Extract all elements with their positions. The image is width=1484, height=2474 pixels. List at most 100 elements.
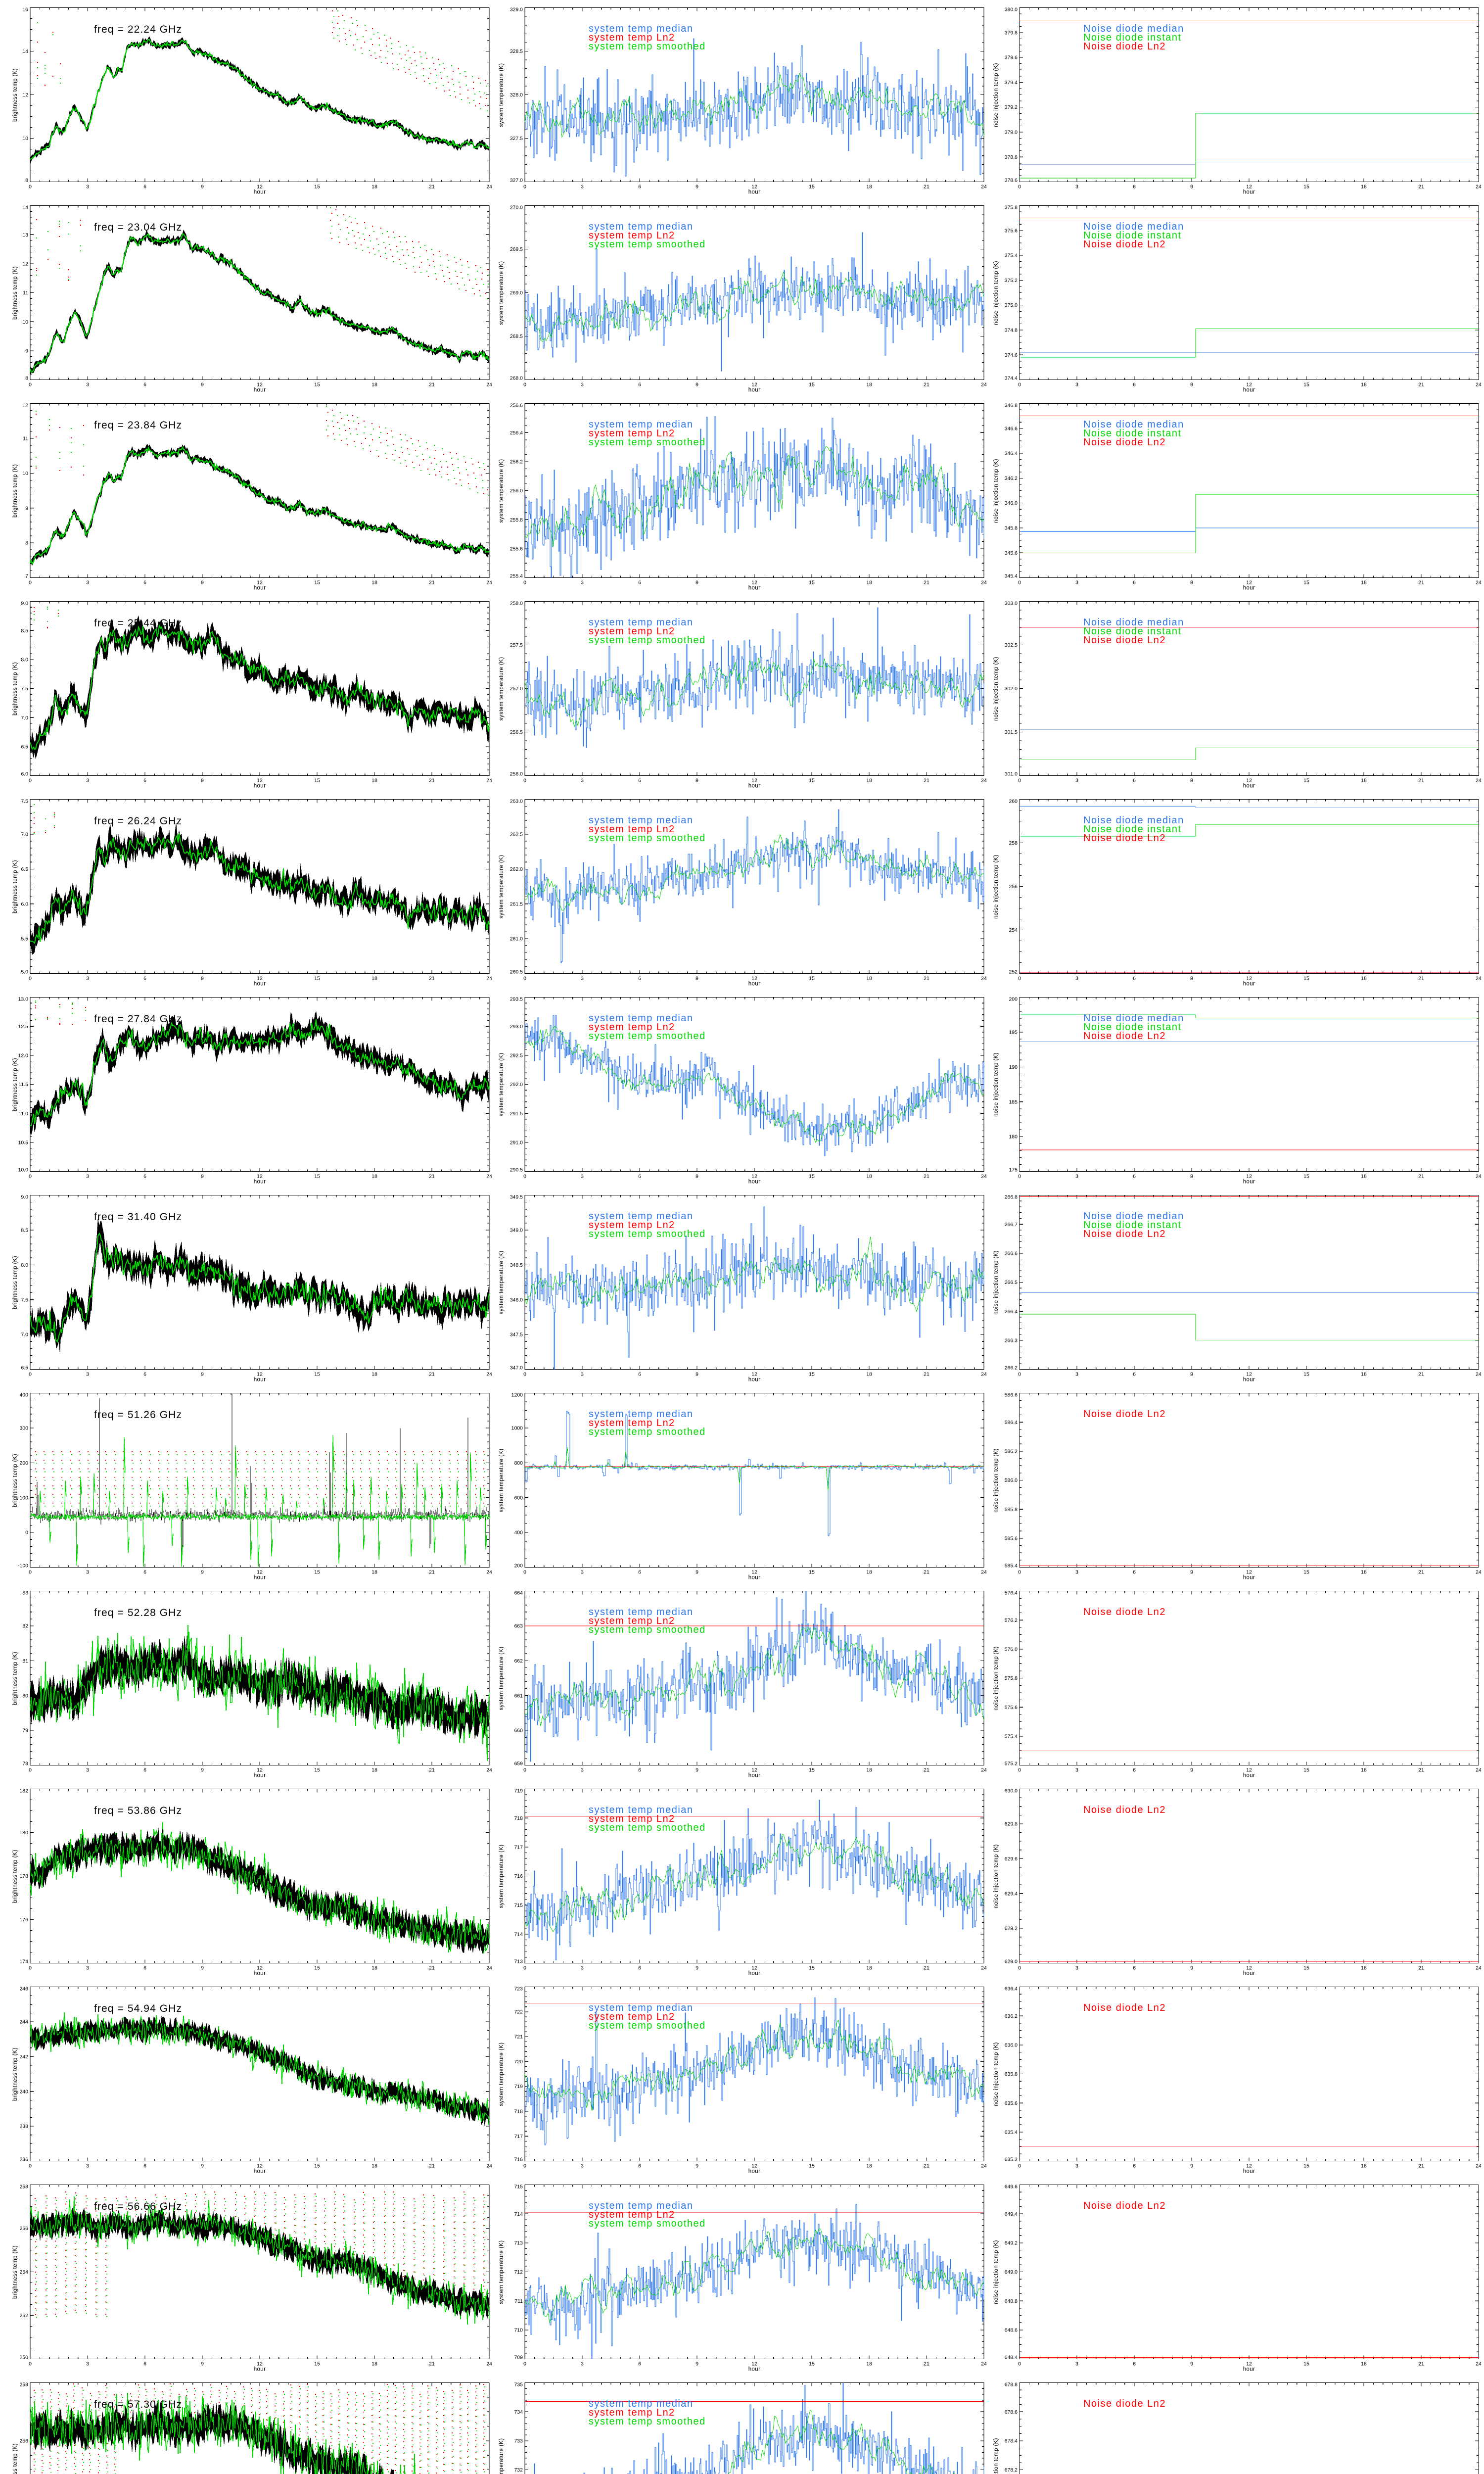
svg-text:636.2: 636.2 [1005, 2013, 1018, 2019]
svg-text:6: 6 [1133, 184, 1136, 190]
svg-text:15: 15 [314, 1767, 320, 1773]
svg-text:24: 24 [981, 580, 987, 586]
svg-text:6: 6 [1133, 2361, 1136, 2367]
svg-text:254: 254 [1009, 927, 1018, 933]
svg-text:0: 0 [523, 184, 526, 190]
svg-text:3: 3 [1075, 1570, 1078, 1575]
svg-text:3: 3 [86, 1767, 89, 1773]
svg-text:8: 8 [25, 540, 28, 546]
svg-text:system temp Ln2: system temp Ln2 [589, 1616, 675, 1626]
svg-text:629.6: 629.6 [1005, 1856, 1018, 1862]
svg-text:10.0: 10.0 [18, 1167, 29, 1173]
svg-text:9: 9 [25, 505, 28, 511]
svg-text:9: 9 [1190, 2163, 1193, 2169]
svg-text:5.5: 5.5 [21, 936, 28, 942]
svg-text:375.4: 375.4 [1005, 253, 1018, 259]
svg-text:21: 21 [924, 1570, 929, 1575]
svg-text:720: 720 [514, 2059, 523, 2065]
svg-text:24: 24 [1476, 1372, 1482, 1378]
svg-text:718: 718 [514, 1815, 523, 1821]
svg-text:18: 18 [1361, 2163, 1367, 2169]
svg-text:21: 21 [429, 1372, 435, 1378]
svg-text:hour: hour [254, 1773, 266, 1779]
svg-text:6.5: 6.5 [21, 866, 28, 872]
svg-text:Noise diode instant: Noise diode instant [1083, 1220, 1182, 1231]
svg-text:347.0: 347.0 [510, 1365, 523, 1371]
svg-text:256: 256 [19, 2226, 28, 2232]
svg-text:freq = 54.94 GHz: freq = 54.94 GHz [94, 2003, 182, 2014]
svg-text:24: 24 [1476, 1174, 1482, 1180]
svg-text:system temp smoothed: system temp smoothed [589, 2020, 706, 2031]
svg-text:14: 14 [22, 205, 28, 211]
svg-text:268.5: 268.5 [510, 333, 523, 339]
svg-text:12: 12 [1246, 778, 1252, 784]
svg-text:733: 733 [514, 2438, 523, 2444]
svg-text:266.8: 266.8 [1005, 1194, 1018, 1200]
svg-text:noise injection temp (K): noise injection temp (K) [993, 2240, 999, 2304]
svg-text:6: 6 [638, 1174, 641, 1180]
svg-text:9: 9 [696, 184, 698, 190]
svg-text:585.6: 585.6 [1005, 1535, 1018, 1541]
svg-text:Noise diode median: Noise diode median [1083, 419, 1184, 430]
svg-text:345.4: 345.4 [1005, 573, 1018, 579]
svg-text:18: 18 [866, 1372, 872, 1378]
svg-text:0: 0 [29, 580, 32, 586]
svg-text:system temp smoothed: system temp smoothed [589, 437, 706, 448]
svg-text:6: 6 [143, 1965, 146, 1971]
svg-text:292.0: 292.0 [510, 1082, 523, 1088]
svg-text:18: 18 [1361, 1174, 1367, 1180]
svg-text:15: 15 [809, 1767, 815, 1773]
svg-text:328.0: 328.0 [510, 92, 523, 98]
svg-text:6: 6 [1133, 1570, 1136, 1575]
svg-text:15: 15 [314, 382, 320, 388]
svg-text:6: 6 [143, 976, 146, 982]
svg-text:system temp Ln2: system temp Ln2 [589, 824, 675, 835]
svg-text:hour: hour [254, 1971, 266, 1977]
svg-text:200: 200 [19, 1460, 28, 1466]
svg-text:21: 21 [1418, 976, 1424, 982]
svg-text:12: 12 [257, 184, 263, 190]
svg-text:24: 24 [981, 2163, 987, 2169]
svg-text:system temp smoothed: system temp smoothed [589, 635, 706, 646]
svg-text:636.0: 636.0 [1005, 2042, 1018, 2048]
svg-text:0: 0 [523, 778, 526, 784]
svg-text:15: 15 [809, 778, 815, 784]
svg-text:hour: hour [1243, 1971, 1255, 1977]
svg-text:6: 6 [1133, 1767, 1136, 1773]
svg-text:12: 12 [257, 1767, 263, 1773]
svg-text:636.4: 636.4 [1005, 1986, 1018, 1992]
svg-text:brightness temp (K): brightness temp (K) [12, 1652, 18, 1705]
svg-text:661: 661 [514, 1693, 523, 1699]
svg-text:660: 660 [514, 1728, 523, 1734]
svg-text:hour: hour [748, 1179, 761, 1185]
svg-text:9: 9 [201, 2361, 204, 2367]
svg-text:8.5: 8.5 [21, 628, 28, 634]
svg-text:21: 21 [924, 382, 929, 388]
svg-text:3: 3 [581, 778, 584, 784]
svg-text:715: 715 [514, 1903, 523, 1908]
svg-text:21: 21 [429, 1570, 435, 1575]
svg-text:83: 83 [22, 1590, 28, 1596]
svg-text:11: 11 [23, 290, 28, 296]
svg-text:system temp Ln2: system temp Ln2 [589, 32, 675, 43]
svg-text:18: 18 [371, 976, 377, 982]
svg-text:712: 712 [514, 2269, 523, 2275]
svg-text:3: 3 [581, 2361, 584, 2367]
svg-text:24: 24 [981, 1965, 987, 1971]
svg-text:system temp smoothed: system temp smoothed [589, 41, 706, 52]
svg-text:575.8: 575.8 [1005, 1675, 1018, 1681]
svg-text:hour: hour [748, 190, 761, 195]
svg-text:185: 185 [1009, 1099, 1018, 1105]
svg-text:12: 12 [1246, 1965, 1252, 1971]
svg-text:9: 9 [696, 2361, 698, 2367]
svg-text:266.6: 266.6 [1005, 1250, 1018, 1256]
svg-text:12: 12 [1246, 976, 1252, 982]
svg-text:brightness temp (K): brightness temp (K) [12, 266, 18, 320]
svg-text:6: 6 [638, 580, 641, 586]
svg-text:9: 9 [201, 778, 204, 784]
svg-text:12: 12 [22, 261, 28, 267]
svg-text:24: 24 [1476, 1965, 1482, 1971]
svg-text:3: 3 [1075, 2163, 1078, 2169]
svg-text:21: 21 [1418, 2361, 1424, 2367]
svg-text:575.6: 575.6 [1005, 1705, 1018, 1711]
